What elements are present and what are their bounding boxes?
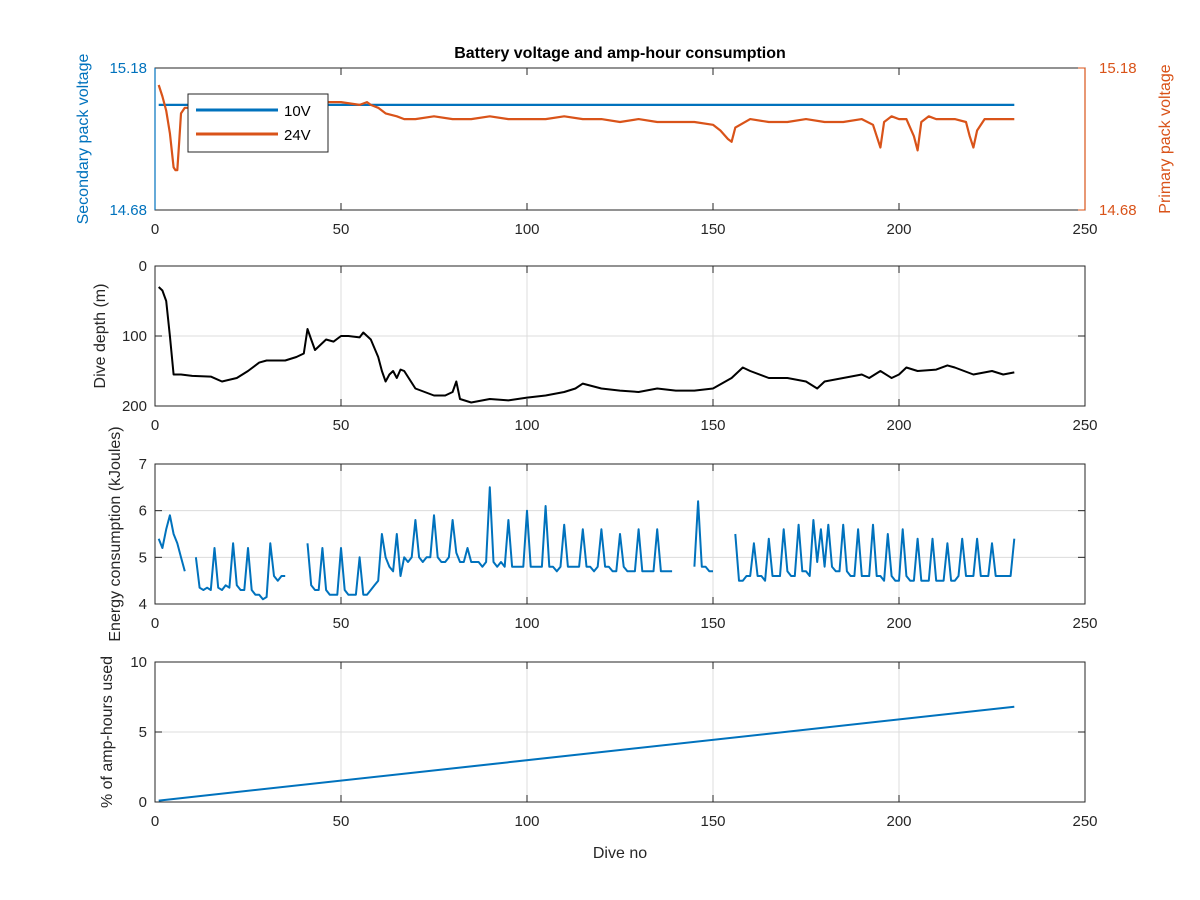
x-tick-label: 200 <box>886 813 911 830</box>
y-tick-label: 15.18 <box>109 60 147 77</box>
legend-label-10v: 10V <box>284 103 311 120</box>
legend-box <box>187 93 329 153</box>
x-tick-label: 0 <box>151 615 159 632</box>
series-line-panel-3 <box>693 500 713 573</box>
y-tick-label: 10 <box>130 654 147 671</box>
y-tick-label: 6 <box>139 503 147 520</box>
y-tick-label: 100 <box>122 328 147 345</box>
y-right-tick-label: 15.18 <box>1099 60 1137 77</box>
x-tick-label: 150 <box>700 221 725 238</box>
series-line-panel-3 <box>194 542 286 601</box>
y-axis-label: Secondary pack voltage <box>75 54 92 225</box>
legend-label-24v: 24V <box>284 127 311 144</box>
x-tick-label: 250 <box>1072 813 1097 830</box>
y-right-tick-label: 14.68 <box>1099 202 1137 219</box>
chart-title: Battery voltage and amp-hour consumption <box>454 45 786 62</box>
series-line-panel-3 <box>734 519 1016 582</box>
y-axis-label: Dive depth (m) <box>92 284 109 389</box>
y-tick-label: 4 <box>139 596 147 613</box>
x-tick-label: 250 <box>1072 417 1097 434</box>
x-tick-label: 100 <box>514 221 539 238</box>
x-tick-label: 150 <box>700 615 725 632</box>
y-tick-label: 5 <box>139 724 147 741</box>
y-axis-label: % of amp-hours used <box>99 656 116 808</box>
series-line-panel-3 <box>306 486 673 596</box>
series-line-panel-3 <box>157 514 186 572</box>
x-tick-label: 50 <box>333 221 350 238</box>
y-tick-label: 7 <box>139 456 147 473</box>
x-tick-label: 150 <box>700 417 725 434</box>
axes-box-3 <box>154 463 1086 605</box>
x-axis-label: Dive no <box>593 845 647 862</box>
x-tick-label: 200 <box>886 221 911 238</box>
y-tick-label: 0 <box>139 794 147 811</box>
x-tick-label: 100 <box>514 417 539 434</box>
x-tick-label: 50 <box>333 417 350 434</box>
y-tick-label: 14.68 <box>109 202 147 219</box>
x-tick-label: 200 <box>886 417 911 434</box>
y-axis-label: Energy consumption (kJoules) <box>107 426 124 641</box>
y-tick-label: 0 <box>139 258 147 275</box>
x-tick-label: 0 <box>151 221 159 238</box>
x-tick-label: 50 <box>333 615 350 632</box>
x-tick-label: 0 <box>151 813 159 830</box>
x-tick-label: 50 <box>333 813 350 830</box>
y-tick-label: 200 <box>122 398 147 415</box>
series-line-panel-2 <box>158 286 1015 404</box>
y-axis-label-right: Primary pack voltage <box>1157 64 1174 213</box>
series-line-panel-4 <box>158 705 1015 802</box>
x-tick-label: 0 <box>151 417 159 434</box>
x-tick-label: 250 <box>1072 615 1097 632</box>
y-tick-label: 5 <box>139 549 147 566</box>
x-tick-label: 200 <box>886 615 911 632</box>
x-tick-label: 100 <box>514 813 539 830</box>
x-tick-label: 100 <box>514 615 539 632</box>
x-tick-label: 150 <box>700 813 725 830</box>
x-tick-label: 250 <box>1072 221 1097 238</box>
